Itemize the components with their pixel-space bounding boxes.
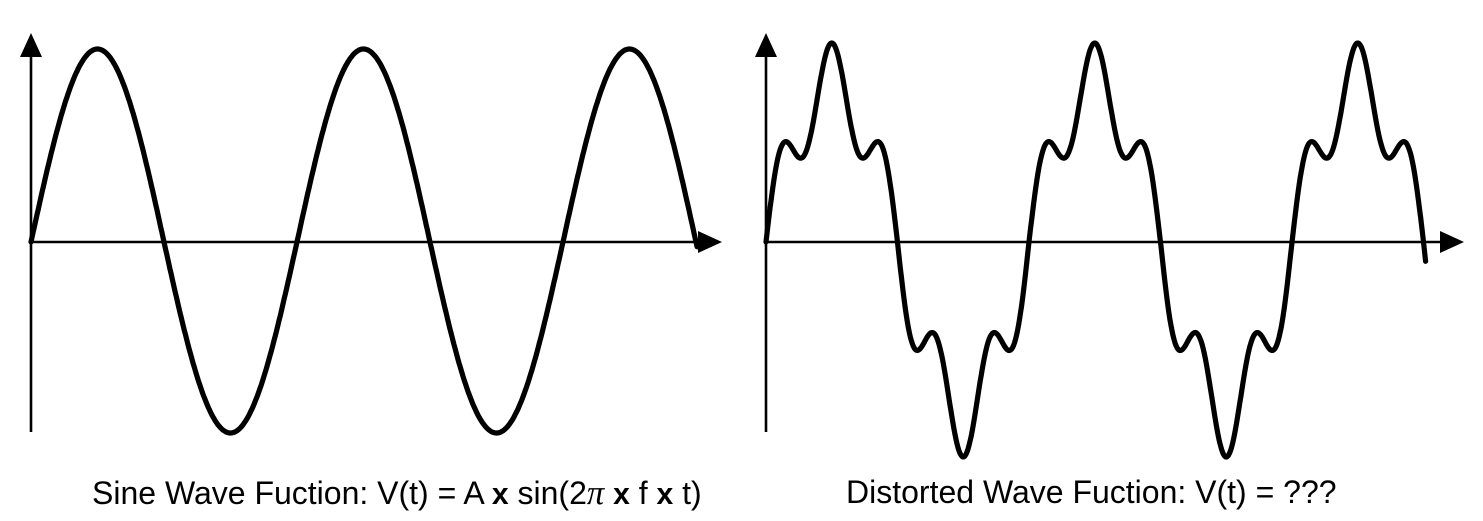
caption-segment: f: [629, 475, 657, 511]
distorted-wave-curve: [763, 40, 1429, 460]
caption-segment: t): [673, 475, 702, 511]
caption-segment: x: [613, 478, 630, 511]
x-axis-arrow-icon: [698, 231, 722, 253]
caption-segment: Sine Wave Fuction: V(t) = A: [92, 475, 492, 511]
sine-wave-panel: [20, 33, 722, 436]
x-axis-arrow-icon: [1440, 231, 1464, 253]
distorted-wave-caption: Distorted Wave Fuction: V(t) = ???: [846, 476, 1337, 508]
caption-segment: [604, 475, 613, 511]
caption-segment: π: [586, 474, 605, 512]
caption-segment: Distorted Wave Fuction: V(t) = ???: [846, 474, 1337, 510]
sine-wave-curve: [28, 46, 700, 436]
y-axis-arrow-icon: [755, 33, 777, 57]
y-axis-arrow-icon: [20, 33, 42, 57]
distorted-wave-panel: [755, 33, 1464, 460]
caption-segment: x: [656, 478, 674, 511]
sine-wave-caption: Sine Wave Fuction: V(t) = A x sin(2π x f…: [92, 476, 702, 511]
caption-segment: x: [491, 478, 509, 511]
caption-segment: sin(2: [508, 475, 587, 511]
